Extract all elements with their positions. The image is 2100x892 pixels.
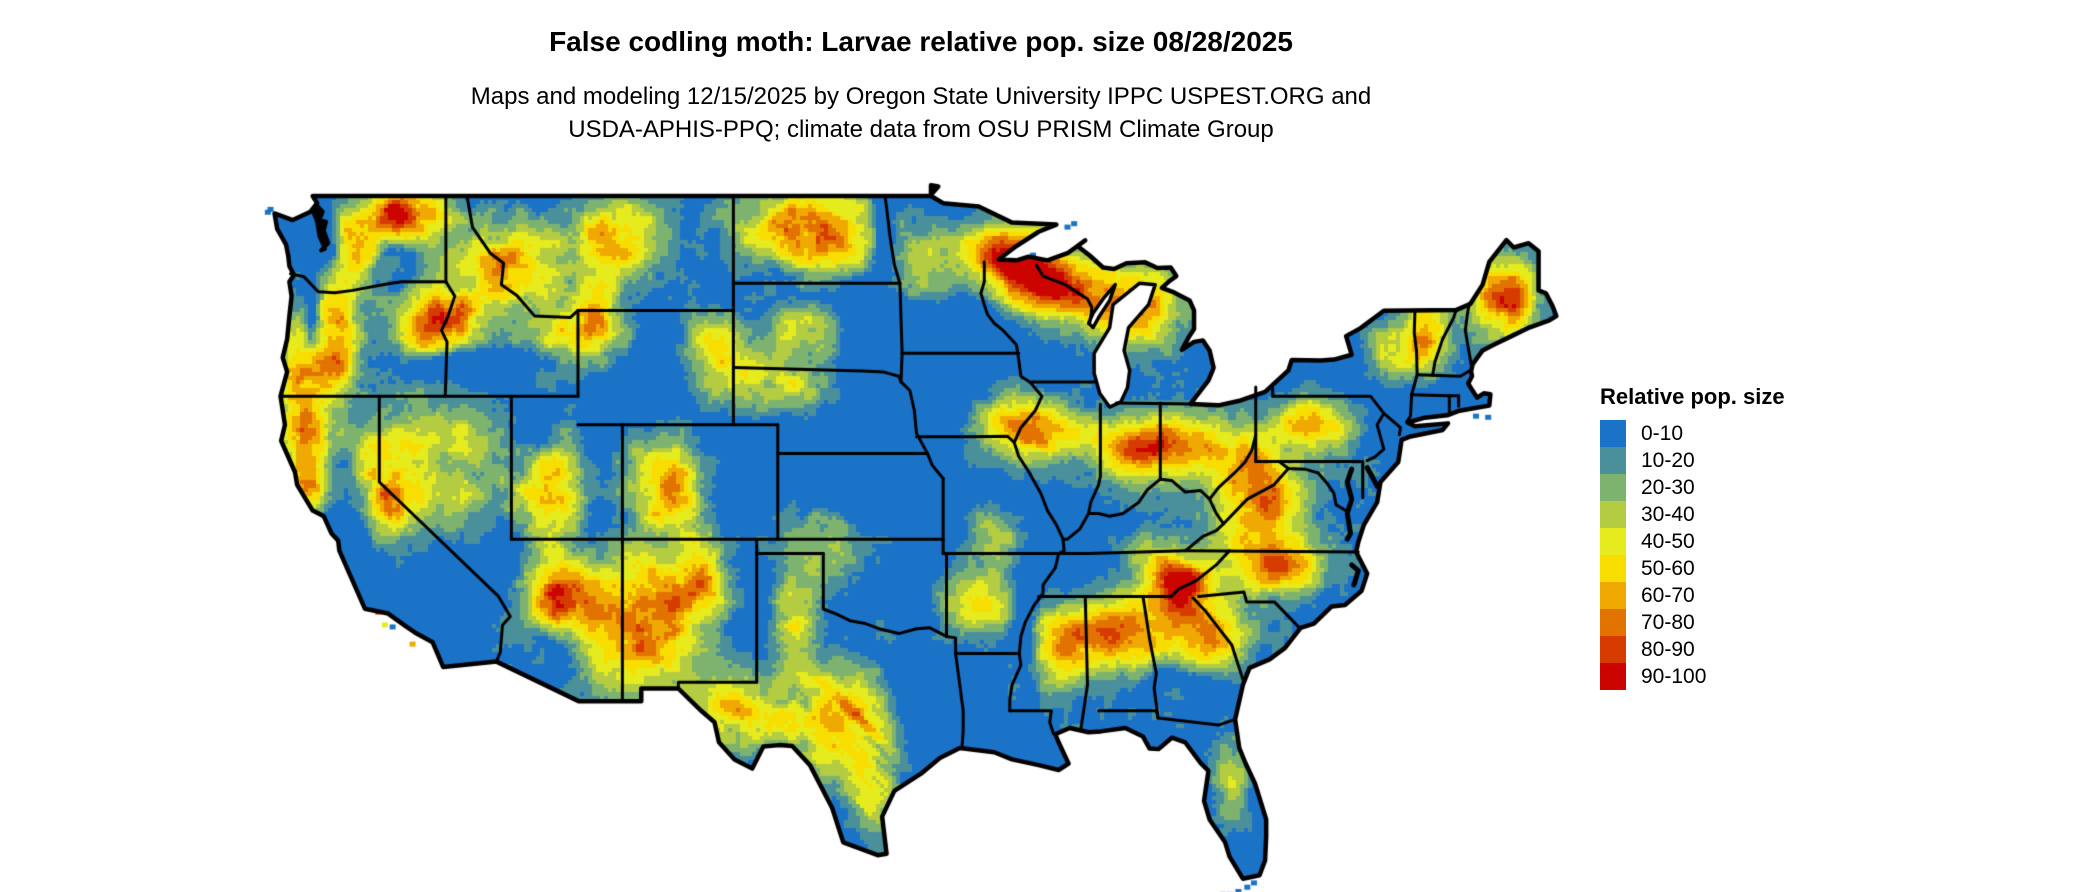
legend-title: Relative pop. size [1600, 384, 1785, 409]
legend-label: 40-50 [1641, 529, 1695, 553]
legend-label: 60-70 [1641, 583, 1695, 607]
legend-label: 10-20 [1641, 448, 1695, 472]
legend-swatch [1600, 663, 1626, 690]
map-subtitle-line1: Maps and modeling 12/15/2025 by Oregon S… [470, 83, 1372, 110]
legend-swatch [1600, 528, 1626, 555]
legend-label: 80-90 [1641, 637, 1695, 661]
legend-row: 40-50 [1600, 528, 1785, 555]
legend-swatch [1600, 501, 1626, 528]
legend-row: 80-90 [1600, 636, 1785, 663]
map-subtitle: Maps and modeling 12/15/2025 by Oregon S… [0, 80, 1842, 146]
legend-rows: 0-10 10-20 20-30 30-40 40-50 50-60 60-70 70-80 8… [1600, 420, 1785, 690]
legend-row: 20-30 [1600, 474, 1785, 501]
legend-swatch [1600, 447, 1626, 474]
legend-label: 30-40 [1641, 502, 1695, 526]
legend-row: 10-20 [1600, 447, 1785, 474]
legend-row: 90-100 [1600, 663, 1785, 690]
legend-row: 30-40 [1600, 501, 1785, 528]
legend-swatch [1600, 555, 1626, 582]
legend-swatch [1600, 420, 1626, 447]
legend-row: 60-70 [1600, 582, 1785, 609]
legend-row: 50-60 [1600, 555, 1785, 582]
legend-swatch [1600, 474, 1626, 501]
legend-swatch [1600, 636, 1626, 663]
legend-label: 0-10 [1641, 421, 1684, 445]
legend-label: 90-100 [1641, 664, 1707, 688]
legend-swatch [1600, 582, 1626, 609]
legend-label: 50-60 [1641, 556, 1695, 580]
legend-swatch [1600, 609, 1626, 636]
legend-label: 70-80 [1641, 610, 1695, 634]
map-subtitle-line2: USDA-APHIS-PPQ; climate data from OSU PR… [568, 116, 1274, 143]
legend-row: 0-10 [1600, 420, 1785, 447]
map-title: False codling moth: Larvae relative pop.… [549, 26, 1293, 57]
legend-label: 20-30 [1641, 475, 1695, 499]
legend: Relative pop. size 0-10 10-20 20-30 30-40 40… [1600, 384, 1785, 690]
legend-row: 70-80 [1600, 609, 1785, 636]
